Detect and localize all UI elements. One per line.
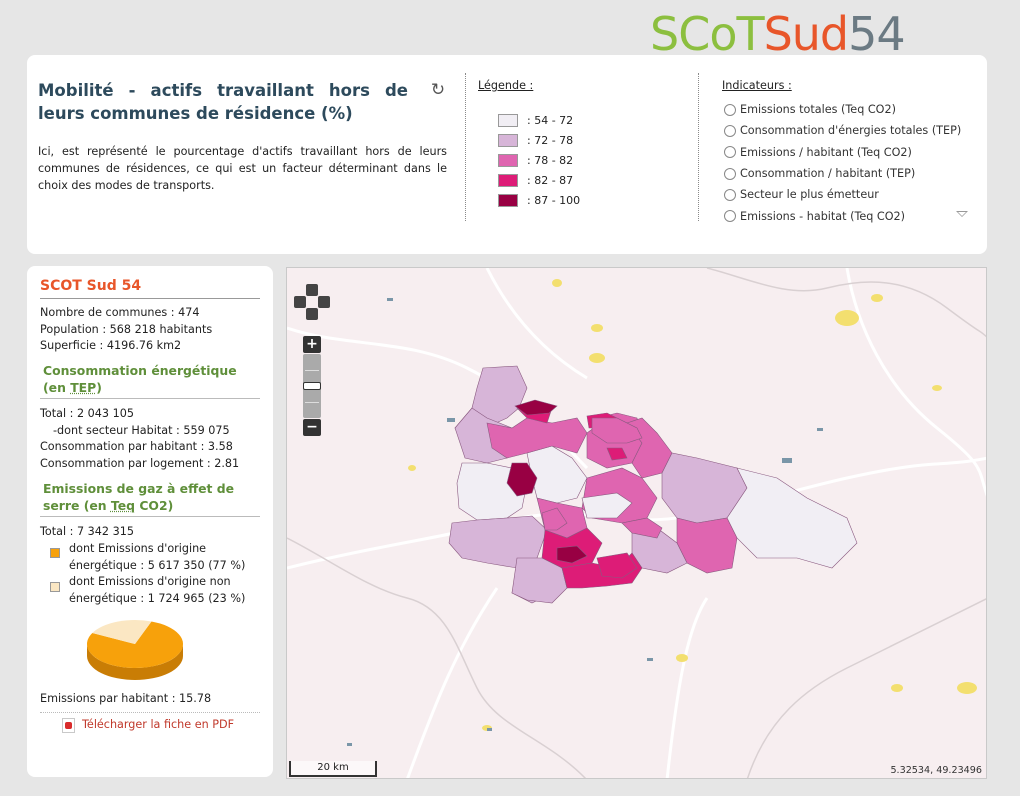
indicator-option[interactable]: Emissions / habitant (Teq CO2) <box>724 142 961 163</box>
refresh-icon[interactable]: ↻ <box>430 80 446 100</box>
legend-item: : 54 - 72 <box>498 110 580 130</box>
indicator-option[interactable]: Secteur le plus émetteur <box>724 184 961 205</box>
population: Population : 568 218 habitants <box>40 322 213 336</box>
zoom-tick <box>305 402 319 403</box>
summary-panel: SCOT Sud 54 Nombre de communes : 474 Pop… <box>27 266 273 777</box>
divider <box>698 73 699 221</box>
mouse-coordinates: 5.32534, 49.23496 <box>890 765 982 776</box>
scroll-down-arrow-icon[interactable] <box>956 211 968 217</box>
indicator-panel: Mobilité - actifs travaillant hors de le… <box>27 55 987 254</box>
divider <box>40 712 260 713</box>
divider <box>40 398 260 399</box>
indicators-title: Indicateurs : <box>722 79 792 92</box>
radio-button[interactable] <box>724 124 736 137</box>
non-energy-emissions-swatch <box>50 582 60 592</box>
legend-swatch <box>498 173 518 187</box>
ghg-total: Total : 7 342 315 <box>40 525 134 538</box>
pie-slice-non-energy <box>92 620 152 644</box>
divider <box>465 73 466 221</box>
indicators-list: Emissions totales (Teq CO2) Consommation… <box>724 99 961 227</box>
scale-bar: 20 km <box>289 761 377 777</box>
indicator-option[interactable]: Emissions - habitat (Teq CO2) <box>724 205 961 226</box>
zoom-slider[interactable] <box>303 354 321 418</box>
radio-button[interactable] <box>724 103 736 116</box>
legend-swatch <box>498 193 518 207</box>
zoom-in-button[interactable]: + <box>303 336 321 353</box>
water-bodies <box>347 298 823 746</box>
radio-button[interactable] <box>724 188 736 201</box>
pan-right-icon[interactable] <box>318 296 330 308</box>
map-view[interactable]: + − 20 km 5.32534, 49.23496 <box>286 267 987 779</box>
radio-button[interactable] <box>724 167 736 180</box>
ghg-energy: dont Emissions d'origine énergétique : 5… <box>69 542 246 572</box>
download-pdf-link[interactable]: Télécharger la fiche en PDF <box>62 717 234 734</box>
map-admin-borders <box>287 268 986 778</box>
ghg-heading: Emissions de gaz à effet de serre (en Te… <box>43 481 235 513</box>
energy-per-logement: Consommation par logement : 2.81 <box>40 456 240 470</box>
indicator-description: Ici, est représenté le pourcentage d'act… <box>38 145 447 192</box>
pie-slice-energy <box>87 621 183 668</box>
zoom-slider-handle[interactable] <box>303 382 321 390</box>
energy-habitat: -dont secteur Habitat : 559 075 <box>53 423 230 437</box>
pan-left-icon[interactable] <box>294 296 306 308</box>
radio-button[interactable] <box>724 210 736 223</box>
radio-button[interactable] <box>724 146 736 159</box>
ghg-nonenergy: dont Emissions d'origine non énergétique… <box>69 575 246 605</box>
legend-item: : 87 - 100 <box>498 190 580 210</box>
energy-heading: Consommation énergétique (en TEP) <box>43 363 237 395</box>
legend-item: : 82 - 87 <box>498 170 580 190</box>
pie-side <box>87 644 183 680</box>
legend: : 54 - 72 : 72 - 78 : 78 - 82 : 82 - 87 … <box>498 110 580 210</box>
indicator-option[interactable]: Consommation d'énergies totales (TEP) <box>724 120 961 141</box>
zoom-control[interactable]: + − <box>303 336 321 436</box>
zoom-tick <box>305 370 319 371</box>
legend-swatch <box>498 113 518 127</box>
general-stats: Nombre de communes : 474 Population : 56… <box>40 305 265 355</box>
legend-swatch <box>498 153 518 167</box>
legend-item: : 72 - 78 <box>498 130 580 150</box>
pan-down-icon[interactable] <box>306 308 318 320</box>
emissions-per-habitant: Emissions par habitant : 15.78 <box>40 692 212 705</box>
energy-total: Total : 2 043 105 <box>40 407 134 420</box>
urban-areas <box>408 279 977 731</box>
choropleth-communes <box>448 365 858 604</box>
zoom-out-button[interactable]: − <box>303 419 321 436</box>
indicator-option[interactable]: Consommation / habitant (TEP) <box>724 163 961 184</box>
energy-per-habitant: Consommation par habitant : 3.58 <box>40 440 233 454</box>
indicator-title: Mobilité - actifs travaillant hors de le… <box>38 81 408 123</box>
energy-stats: Total : 2 043 105 -dont secteur Habitat … <box>40 406 265 472</box>
divider <box>40 516 260 517</box>
legend-item: : 78 - 82 <box>498 150 580 170</box>
pdf-icon <box>62 717 75 733</box>
scotsud54-logo: SCoTSud54 <box>650 7 906 61</box>
indicator-option[interactable]: Emissions totales (Teq CO2) <box>724 99 961 120</box>
pan-control[interactable] <box>294 284 330 320</box>
superficie: Superficie : 4196.76 km2 <box>40 339 182 353</box>
map-canvas[interactable] <box>287 268 987 779</box>
pan-up-icon[interactable] <box>306 284 318 296</box>
summary-title: SCOT Sud 54 <box>40 278 260 299</box>
energy-emissions-swatch <box>50 548 60 558</box>
emissions-pie-chart <box>87 620 183 680</box>
communes-count: Nombre de communes : 474 <box>40 306 200 319</box>
legend-title: Légende : <box>478 79 534 92</box>
legend-swatch <box>498 133 518 147</box>
